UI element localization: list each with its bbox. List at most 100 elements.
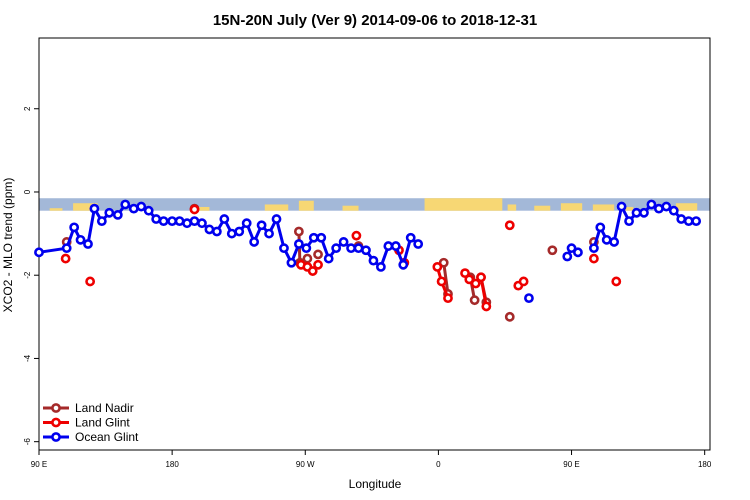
- legend-marker: [51, 417, 61, 428]
- data-point-ocean-glint: [661, 201, 672, 212]
- data-point-ocean-glint: [646, 199, 657, 210]
- data-point-land-glint: [313, 259, 323, 270]
- legend-marker: [51, 432, 61, 442]
- data-point-ocean-glint: [112, 209, 123, 220]
- data-point-land-nadir: [469, 295, 480, 306]
- data-point-land-glint: [611, 276, 622, 287]
- data-point-ocean-glint: [83, 239, 93, 249]
- data-point-ocean-glint: [120, 199, 131, 210]
- y-tick-label: -2: [23, 271, 32, 279]
- x-tick-label: 90 E: [31, 460, 47, 469]
- data-point-land-glint: [460, 268, 470, 279]
- data-point-ocean-glint: [128, 203, 139, 214]
- map-land: [49, 208, 63, 211]
- data-point-ocean-glint: [573, 247, 583, 258]
- x-axis-label: Longitude: [349, 477, 402, 491]
- x-axis: 90 E 180 90 W 0 90 E 180: [31, 450, 712, 469]
- data-point-land-nadir: [504, 311, 515, 322]
- data-point-ocean-glint: [167, 216, 178, 227]
- data-point-ocean-glint: [524, 293, 534, 304]
- map-land: [298, 200, 314, 211]
- map-land: [198, 206, 210, 211]
- data-point-land-glint: [432, 261, 443, 272]
- x-tick-label: 0: [436, 460, 441, 469]
- data-point-ocean-glint: [271, 214, 282, 224]
- data-point-land-glint: [589, 253, 599, 264]
- map-land: [592, 204, 615, 211]
- data-point-ocean-glint: [398, 259, 409, 270]
- map-land: [624, 206, 634, 211]
- data-point-ocean-glint: [653, 203, 664, 214]
- data-point-ocean-glint: [279, 243, 289, 254]
- data-point-ocean-glint: [34, 247, 44, 258]
- data-point-ocean-glint: [197, 218, 207, 229]
- y-tick-label: -4: [23, 354, 32, 362]
- data-point-ocean-glint: [566, 243, 577, 254]
- data-point-ocean-glint: [639, 207, 649, 218]
- data-point-ocean-glint: [589, 243, 599, 254]
- data-point-ocean-glint: [316, 232, 327, 243]
- data-point-land-glint: [504, 220, 515, 231]
- data-point-ocean-glint: [69, 222, 80, 233]
- map-land: [424, 198, 503, 211]
- data-point-ocean-glint: [631, 207, 642, 218]
- x-tick-label: 90 W: [296, 460, 315, 469]
- legend-item-ocean-glint: Ocean Glint: [43, 430, 139, 444]
- map-land: [507, 204, 517, 211]
- data-point-ocean-glint: [383, 241, 394, 251]
- map-band: [39, 198, 710, 211]
- series-land-glint: [60, 204, 622, 312]
- data-point-ocean-glint: [338, 237, 349, 247]
- data-point-ocean-glint: [189, 216, 200, 227]
- data-point-land-nadir: [547, 245, 558, 256]
- data-point-ocean-glint: [249, 237, 260, 247]
- plot-frame: [38, 37, 711, 451]
- map-land: [560, 203, 583, 211]
- plot-border: [38, 37, 711, 451]
- data-point-land-nadir: [302, 253, 313, 264]
- map-land: [264, 204, 289, 211]
- data-point-ocean-glint: [331, 243, 342, 254]
- data-point-land-glint: [436, 276, 447, 287]
- legend-item-land-nadir: Land Nadir: [43, 401, 134, 415]
- data-point-ocean-glint: [182, 218, 192, 229]
- x-tick-label: 90 E: [563, 460, 579, 469]
- series-layer: [34, 199, 702, 322]
- legend-label: Land Glint: [75, 416, 130, 430]
- data-point-ocean-glint: [683, 216, 694, 227]
- map-land: [342, 205, 359, 211]
- data-point-ocean-glint: [390, 241, 401, 251]
- data-point-ocean-glint: [174, 216, 185, 227]
- legend-item-land-glint: Land Glint: [43, 416, 130, 430]
- legend-marker: [51, 403, 61, 413]
- data-point-ocean-glint: [286, 257, 297, 268]
- data-point-ocean-glint: [562, 251, 573, 262]
- data-point-ocean-glint: [609, 237, 620, 247]
- data-point-ocean-glint: [308, 232, 319, 243]
- data-point-land-glint: [476, 272, 486, 283]
- data-point-land-glint: [518, 276, 529, 287]
- series-ocean-glint: [34, 199, 702, 304]
- data-point-ocean-glint: [264, 228, 274, 239]
- data-point-ocean-glint: [204, 224, 215, 235]
- data-point-land-nadir: [293, 226, 304, 237]
- series-line-land-nadir: [442, 262, 450, 295]
- data-point-land-glint: [351, 230, 362, 241]
- legend-label: Land Nadir: [75, 401, 134, 415]
- data-point-ocean-glint: [89, 203, 100, 214]
- data-point-ocean-glint: [234, 226, 245, 237]
- data-point-land-glint: [481, 301, 492, 312]
- data-point-ocean-glint: [61, 243, 72, 254]
- x-tick-label: 180: [165, 460, 179, 469]
- data-point-ocean-glint: [616, 201, 627, 212]
- data-point-ocean-glint: [143, 205, 154, 216]
- y-tick-label: 2: [23, 106, 32, 111]
- data-point-ocean-glint: [413, 239, 424, 249]
- data-point-ocean-glint: [158, 216, 169, 227]
- data-point-land-glint: [443, 293, 453, 304]
- data-point-land-glint: [85, 276, 96, 287]
- data-point-land-glint: [464, 274, 475, 285]
- data-point-land-glint: [60, 253, 71, 264]
- chart-title: 15N-20N July (Ver 9) 2014-09-06 to 2018-…: [213, 12, 537, 29]
